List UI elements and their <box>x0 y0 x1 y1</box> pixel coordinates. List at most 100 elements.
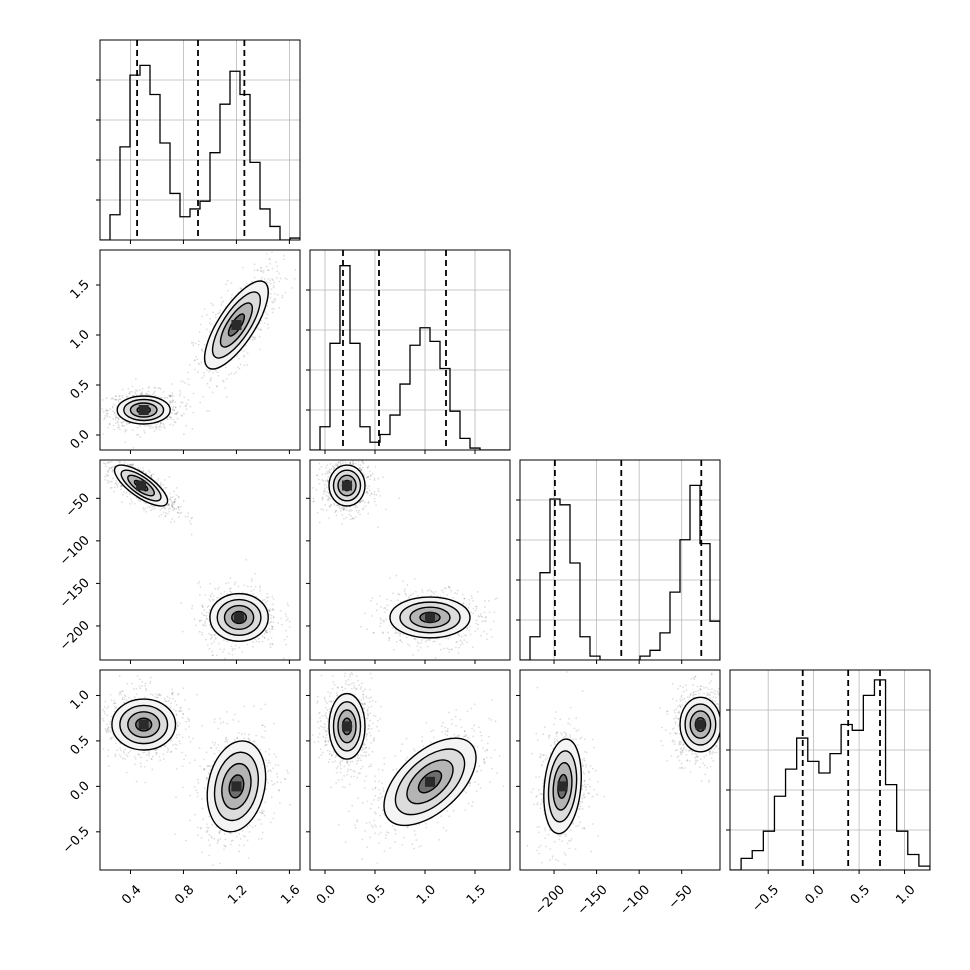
scatter-point <box>328 497 331 500</box>
scatter-point <box>106 707 109 710</box>
scatter-point <box>258 335 261 338</box>
scatter-point <box>326 472 329 475</box>
scatter-point <box>160 426 163 428</box>
scatter-point <box>214 369 217 372</box>
scatter-point <box>154 386 157 389</box>
scatter-point <box>432 640 435 643</box>
scatter-point <box>320 465 323 468</box>
scatter-point <box>145 687 147 690</box>
scatter-point <box>171 502 174 504</box>
scatter-point <box>278 280 281 283</box>
scatter-point <box>438 643 441 646</box>
scatter-point <box>91 407 93 409</box>
scatter-point <box>102 708 104 711</box>
scatter-point <box>118 460 121 463</box>
scatter-point <box>479 634 482 637</box>
scatter-point <box>259 328 262 331</box>
scatter-point <box>209 317 212 320</box>
scatter-point <box>351 462 354 465</box>
scatter-point <box>258 586 261 589</box>
scatter-point <box>462 602 465 604</box>
scatter-point <box>407 643 409 646</box>
scatter-point <box>323 490 326 493</box>
scatter-point <box>155 751 157 754</box>
scatter-point <box>222 300 225 303</box>
scatter-point <box>144 781 147 784</box>
scatter-point <box>175 413 178 416</box>
scatter-point <box>388 637 390 639</box>
scatter-point <box>395 631 397 634</box>
scatter-point <box>262 271 265 274</box>
scatter-point <box>108 423 111 426</box>
scatter-point <box>213 634 216 637</box>
scatter-point <box>238 646 241 649</box>
scatter-point <box>276 270 278 273</box>
scatter-point <box>142 470 145 473</box>
scatter-point <box>171 504 174 507</box>
scatter-point <box>458 646 460 649</box>
scatter-point <box>208 322 211 324</box>
scatter-point <box>270 637 273 639</box>
scatter-point <box>384 606 387 609</box>
scatter-point <box>484 616 487 618</box>
scatter-point <box>200 349 203 352</box>
scatter-point <box>117 421 120 424</box>
scatter-point <box>181 401 184 404</box>
scatter-point <box>334 511 337 514</box>
scatter-point <box>246 643 249 646</box>
scatter-point <box>333 457 335 459</box>
scatter-point <box>366 466 369 469</box>
scatter-point <box>269 617 272 620</box>
scatter-point <box>333 467 336 470</box>
scatter-point <box>203 308 206 310</box>
scatter-point <box>267 277 270 280</box>
scatter-point <box>448 586 451 588</box>
scatter-point <box>254 638 257 641</box>
scatter-point <box>477 615 480 617</box>
scatter-point <box>293 277 296 280</box>
scatter-point <box>265 265 268 268</box>
scatter-point <box>336 464 339 467</box>
scatter-point <box>102 462 105 465</box>
scatter-point <box>262 269 265 272</box>
scatter-point <box>146 424 149 427</box>
scatter-point <box>410 593 413 596</box>
scatter-point <box>340 507 343 510</box>
scatter-point <box>111 470 114 473</box>
scatter-point <box>354 504 357 507</box>
scatter-point <box>368 489 371 492</box>
scatter-point <box>318 468 321 470</box>
joint-content <box>81 460 291 666</box>
scatter-point <box>268 609 271 612</box>
scatter-point <box>467 606 470 609</box>
scatter-point <box>327 499 330 502</box>
scatter-point <box>105 397 108 400</box>
scatter-point <box>172 744 174 746</box>
scatter-point <box>205 369 208 371</box>
scatter-point <box>321 498 324 501</box>
scatter-point <box>234 664 236 666</box>
scatter-point <box>129 464 131 466</box>
scatter-point <box>93 468 95 470</box>
scatter-point <box>399 635 401 637</box>
scatter-point <box>282 657 285 660</box>
scatter-point <box>321 497 324 500</box>
scatter-point <box>192 392 195 395</box>
scatter-point <box>339 461 342 463</box>
scatter-point <box>380 619 382 621</box>
scatter-point <box>266 592 269 595</box>
scatter-point <box>170 401 173 404</box>
scatter-point <box>201 350 204 353</box>
scatter-point <box>353 457 355 459</box>
scatter-point <box>150 474 153 477</box>
scatter-point <box>172 395 174 398</box>
scatter-point <box>147 751 150 754</box>
scatter-point <box>183 758 185 761</box>
scatter-point <box>174 710 177 712</box>
scatter-point <box>96 726 98 728</box>
scatter-point <box>382 632 384 635</box>
scatter-point <box>81 464 83 466</box>
scatter-point <box>182 687 185 690</box>
scatter-point <box>165 486 168 489</box>
scatter-point <box>193 359 196 362</box>
